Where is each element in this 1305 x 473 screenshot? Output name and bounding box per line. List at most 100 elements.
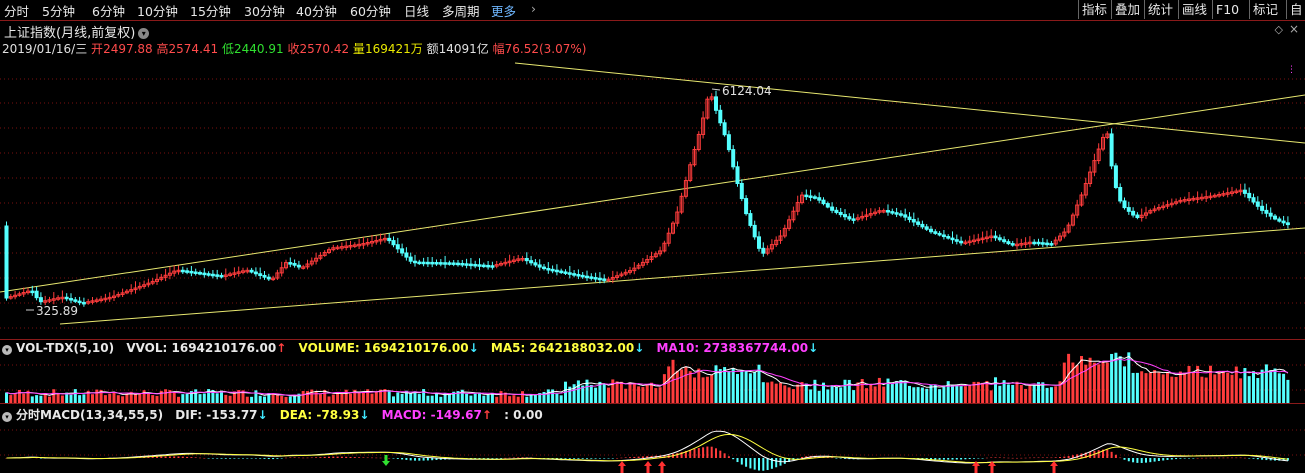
candle-body (81, 301, 86, 305)
volume-bar (35, 395, 39, 403)
candle-body (107, 296, 112, 300)
f10-button[interactable]: F10 (1212, 0, 1242, 19)
macd-bar (1132, 458, 1135, 463)
mark-button[interactable]: 标记 (1249, 0, 1281, 19)
candle-body (1260, 205, 1265, 211)
candle-body (112, 295, 116, 299)
period-tab-15min[interactable]: 15分钟 (190, 4, 231, 19)
overlay-button[interactable]: 叠加 (1111, 0, 1143, 19)
volume-bar (185, 393, 189, 403)
volume-bar (877, 377, 881, 403)
macd-bar (482, 458, 485, 459)
period-tab-60min[interactable]: 60分钟 (350, 4, 391, 19)
candle-body (129, 289, 134, 292)
macd-bar (633, 456, 636, 458)
candle-body (709, 96, 714, 100)
candle-body (1058, 235, 1062, 241)
candle-body (464, 263, 469, 266)
macd-bar (573, 458, 576, 459)
candle-body (778, 235, 783, 241)
candle-body (241, 270, 245, 273)
drawing-button[interactable]: 画线 (1178, 0, 1210, 19)
candle-body (451, 262, 456, 265)
volume-bar (207, 389, 211, 403)
period-tab-30min[interactable]: 30分钟 (244, 4, 285, 19)
period-tab-5min[interactable]: 5分钟 (42, 4, 75, 19)
chevron-right-icon[interactable]: › (531, 1, 536, 16)
candle-body (1264, 209, 1269, 214)
volume-bar (525, 396, 529, 403)
candle-body (1199, 196, 1204, 200)
candle-body (296, 264, 301, 268)
macd-text: MACD: -149.67 (381, 408, 482, 422)
volume-bar (82, 394, 86, 403)
macd-indicator-name[interactable]: 分时MACD(13,34,55,5) (16, 408, 164, 422)
chevron-down-icon[interactable]: ▾ (138, 28, 150, 39)
macd-bar (1123, 458, 1126, 460)
macd-bar (1175, 458, 1178, 460)
macd-bar (1033, 457, 1036, 459)
indicator-button[interactable]: 指标 (1078, 0, 1110, 19)
period-tab-day[interactable]: 日线 (404, 4, 430, 19)
diamond-icon[interactable]: ◇ (1274, 23, 1283, 36)
trendlines[interactable] (0, 62, 1305, 325)
volume-bar (254, 390, 258, 403)
macd-bar (392, 458, 395, 459)
more-periods-button[interactable]: 更多 (491, 4, 517, 19)
volume-bar (594, 387, 598, 403)
macd-bar (1041, 457, 1044, 459)
candle-body (559, 270, 564, 274)
trendline-channel-upper[interactable] (0, 94, 1305, 293)
volume-bar (417, 394, 421, 403)
volume-bar (641, 387, 645, 403)
volume-bar (91, 394, 94, 403)
macd-bar (1265, 458, 1268, 461)
macd-bar (250, 458, 253, 459)
period-tab-40min[interactable]: 40分钟 (296, 4, 337, 19)
period-tab-multi[interactable]: 多周期 (442, 4, 480, 19)
macd-bar (938, 458, 941, 460)
macd-bar (1166, 458, 1169, 460)
trendline-support[interactable] (59, 227, 1305, 325)
candle-body (860, 215, 865, 219)
period-tab-6min[interactable]: 6分钟 (92, 4, 125, 19)
volume-bar (116, 395, 120, 403)
macd-bar (977, 458, 980, 459)
vol-collapse-icon[interactable]: ▾ (2, 345, 12, 355)
macd-bar (1003, 457, 1006, 459)
macd-bar (414, 458, 416, 461)
candle-body (1032, 241, 1037, 245)
candle-body (731, 149, 736, 168)
macd-bar (216, 458, 219, 459)
volume-bar (409, 393, 413, 403)
macd-bar (194, 457, 197, 458)
candle-body (236, 271, 241, 274)
custom-button[interactable]: 自 (1286, 0, 1305, 19)
candle-body (1027, 241, 1032, 245)
vol-indicator-name[interactable]: VOL-TDX(5,10) (16, 341, 115, 355)
macd-collapse-icon[interactable]: ▾ (2, 412, 12, 422)
candle-body (821, 199, 826, 205)
volume-bar (13, 392, 17, 403)
volume-bar (202, 393, 206, 403)
period-tab-10min[interactable]: 10分钟 (137, 4, 178, 19)
statistics-button[interactable]: 统计 (1144, 0, 1176, 19)
candle-body (284, 262, 288, 269)
close-icon[interactable]: × (1288, 22, 1299, 36)
macd-bar (1020, 457, 1023, 459)
period-toolbar: 分时 5分钟 6分钟 10分钟 15分钟 30分钟 40分钟 60分钟 日线 多… (0, 0, 1305, 20)
trendline-resistance[interactable] (514, 62, 1305, 144)
high-label: 高 (156, 42, 169, 56)
macd-bar (766, 458, 769, 471)
candle-body (782, 227, 787, 237)
candle-body (868, 213, 873, 216)
volume-bar (895, 381, 899, 403)
candle-body (26, 290, 30, 294)
candle-body (619, 273, 624, 277)
period-tab-minute[interactable]: 分时 (4, 4, 30, 19)
ma5-text: MA5: 2642188032.00 (490, 341, 635, 355)
macd-bar (1170, 458, 1173, 460)
candle-body (322, 252, 327, 256)
macd-bar (396, 458, 399, 459)
